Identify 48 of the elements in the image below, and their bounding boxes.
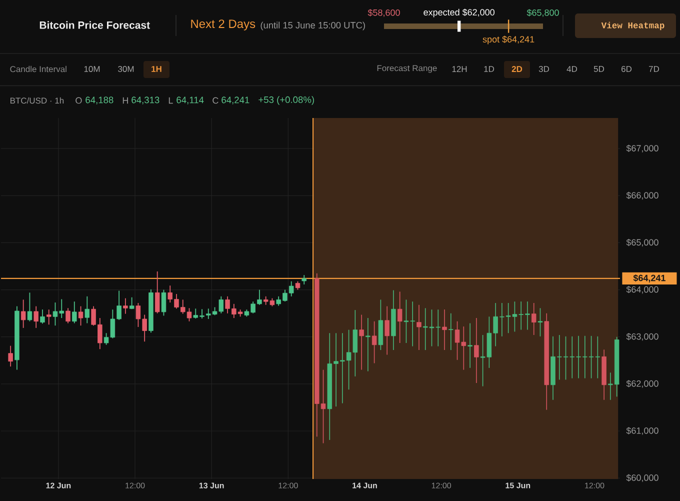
chart-subtitle: Next 2 Days [191, 20, 256, 30]
ref-line-label: expected $62,000 [424, 8, 494, 18]
text: 1D [484, 66, 494, 72]
x-tick-label: 12:00 [126, 482, 145, 488]
y-tick-label: $60,000 [626, 474, 658, 482]
ref-line-label: spot $64,241 [482, 36, 534, 44]
y-tick-label: $66,000 [626, 192, 658, 200]
y-tick-label: $67,000 [626, 144, 658, 152]
text: BTC/USD · 1h [10, 97, 64, 104]
text: 7D [649, 66, 660, 72]
text: 12H [452, 66, 467, 72]
text: L [168, 97, 173, 104]
text: Forecast Range [377, 65, 437, 73]
text: 6D [622, 66, 632, 72]
ref-line-label: $64,241 [633, 274, 666, 282]
x-tick-label: $65,800 [526, 9, 559, 17]
text: 5D [594, 66, 604, 72]
text: 3D [538, 66, 550, 72]
text: 64,313 [132, 96, 160, 104]
text: 1H [152, 66, 162, 72]
text: +53 (+0.08%) [258, 96, 314, 105]
x-tick-label: 12:00 [432, 482, 452, 488]
text: 30M [118, 66, 134, 72]
y-tick-label: $64,000 [626, 286, 658, 294]
text: 2D [512, 66, 522, 72]
text: 64,188 [86, 96, 114, 104]
chart-title: Bitcoin Price Forecast [40, 21, 150, 29]
x-tick-label: 12:00 [278, 482, 298, 488]
x-tick-label: 13 Jun [199, 482, 224, 488]
text: H [122, 97, 128, 104]
text: (until 15 June 15:00 UTC) [260, 22, 365, 30]
y-tick-label: $61,000 [626, 427, 658, 435]
text: 4D [566, 66, 578, 72]
x-tick-label: 15 Jun [506, 482, 530, 488]
x-tick-label: $58,600 [368, 9, 400, 17]
text: C [212, 97, 218, 104]
text: 64,114 [176, 96, 204, 104]
text: View Heatmap [601, 22, 664, 30]
text: 64,241 [222, 96, 250, 104]
y-tick-label: $65,000 [626, 238, 658, 247]
x-tick-label: 12 Jun [46, 482, 71, 488]
y-tick-label: $63,000 [626, 332, 658, 341]
text: Candle Interval [10, 66, 66, 72]
text: O [76, 97, 82, 104]
y-tick-label: $62,000 [626, 380, 658, 388]
x-tick-label: 14 Jun [352, 482, 377, 488]
x-tick-label: 12:00 [585, 482, 604, 488]
text: 10M [84, 66, 100, 72]
